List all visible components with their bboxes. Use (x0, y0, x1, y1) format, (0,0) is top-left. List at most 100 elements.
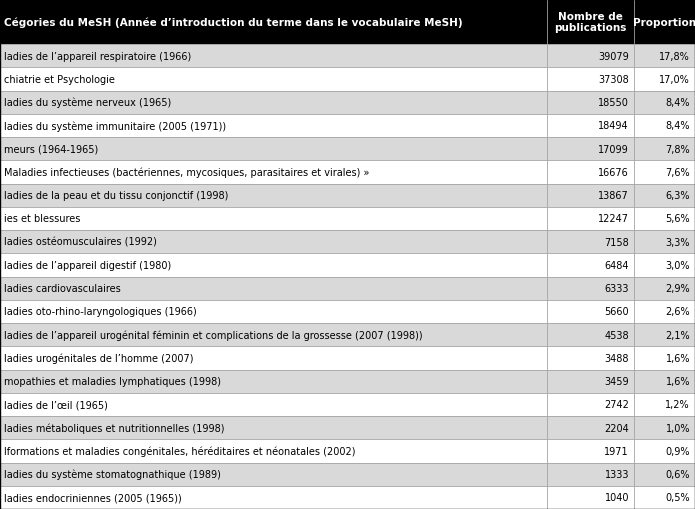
Text: ies et blessures: ies et blessures (4, 214, 81, 224)
Text: ladies de l’œil (1965): ladies de l’œil (1965) (4, 400, 108, 410)
Bar (634, 463, 695, 486)
Bar (547, 370, 634, 393)
Text: 1333: 1333 (605, 469, 629, 479)
Bar (634, 254, 695, 277)
Text: ladies cardiovasculaires: ladies cardiovasculaires (4, 284, 121, 294)
Bar (547, 254, 634, 277)
Bar (634, 138, 695, 161)
Bar (634, 323, 695, 347)
Text: lformations et maladies congénitales, héréditaires et néonatales (2002): lformations et maladies congénitales, hé… (4, 446, 356, 456)
Text: ladies de l’appareil respiratoire (1966): ladies de l’appareil respiratoire (1966) (4, 51, 191, 62)
Bar (547, 91, 634, 115)
Bar (634, 416, 695, 439)
Text: 17099: 17099 (598, 145, 629, 154)
Text: 3488: 3488 (605, 353, 629, 363)
Bar (0, 91, 547, 115)
Text: ladies ostéomusculaires (1992): ladies ostéomusculaires (1992) (4, 237, 157, 247)
Text: 0,5%: 0,5% (665, 492, 690, 502)
Text: 6333: 6333 (605, 284, 629, 294)
Text: 1,6%: 1,6% (666, 353, 690, 363)
Text: 2,9%: 2,9% (665, 284, 690, 294)
Bar (0, 439, 547, 463)
Text: Maladies infectieuses (bactériennes, mycosiques, parasitaires et virales) »: Maladies infectieuses (bactériennes, myc… (4, 167, 369, 178)
Text: 0,9%: 0,9% (666, 446, 690, 456)
Text: 2742: 2742 (604, 400, 629, 410)
Text: 18550: 18550 (598, 98, 629, 108)
Text: 17,8%: 17,8% (660, 51, 690, 62)
Bar (634, 68, 695, 91)
Bar (634, 0, 695, 45)
Text: 6,3%: 6,3% (666, 191, 690, 201)
Text: Cégories du MeSH (Année d’introduction du terme dans le vocabulaire MeSH): Cégories du MeSH (Année d’introduction d… (4, 17, 463, 27)
Bar (0, 323, 547, 347)
Text: 6484: 6484 (605, 261, 629, 270)
Bar (547, 161, 634, 184)
Bar (547, 45, 634, 68)
Bar (0, 161, 547, 184)
Text: 1,2%: 1,2% (665, 400, 690, 410)
Bar (0, 138, 547, 161)
Bar (634, 231, 695, 254)
Text: ladies endocriniennes (2005 (1965)): ladies endocriniennes (2005 (1965)) (4, 492, 182, 502)
Bar (547, 347, 634, 370)
Text: ladies métaboliques et nutritionnelles (1998): ladies métaboliques et nutritionnelles (… (4, 422, 224, 433)
Bar (547, 207, 634, 231)
Bar (547, 138, 634, 161)
Bar (547, 416, 634, 439)
Text: 1,6%: 1,6% (666, 376, 690, 386)
Text: 5660: 5660 (605, 307, 629, 317)
Bar (0, 0, 547, 45)
Text: 3,3%: 3,3% (666, 237, 690, 247)
Text: ladies du système stomatognathique (1989): ladies du système stomatognathique (1989… (4, 469, 221, 479)
Text: 7158: 7158 (604, 237, 629, 247)
Bar (0, 416, 547, 439)
Text: ladies oto-rhino-laryngologiques (1966): ladies oto-rhino-laryngologiques (1966) (4, 307, 197, 317)
Text: 3,0%: 3,0% (666, 261, 690, 270)
Text: 4538: 4538 (605, 330, 629, 340)
Bar (0, 231, 547, 254)
Text: 37308: 37308 (598, 75, 629, 84)
Text: ladies du système nerveux (1965): ladies du système nerveux (1965) (4, 98, 171, 108)
Bar (547, 439, 634, 463)
Bar (547, 486, 634, 509)
Text: 7,6%: 7,6% (665, 167, 690, 178)
Bar (0, 393, 547, 416)
Bar (634, 347, 695, 370)
Bar (634, 184, 695, 207)
Text: ladies de la peau et du tissu conjonctif (1998): ladies de la peau et du tissu conjonctif… (4, 191, 229, 201)
Bar (634, 161, 695, 184)
Bar (0, 207, 547, 231)
Text: 2,1%: 2,1% (665, 330, 690, 340)
Bar (0, 115, 547, 138)
Bar (634, 115, 695, 138)
Bar (0, 486, 547, 509)
Bar (547, 68, 634, 91)
Bar (634, 45, 695, 68)
Bar (634, 393, 695, 416)
Bar (634, 91, 695, 115)
Text: 2,6%: 2,6% (665, 307, 690, 317)
Bar (547, 323, 634, 347)
Bar (634, 300, 695, 323)
Bar (0, 68, 547, 91)
Text: ladies de l’appareil urogénital féminin et complications de la grossesse (2007 (: ladies de l’appareil urogénital féminin … (4, 330, 423, 340)
Text: 39079: 39079 (598, 51, 629, 62)
Bar (0, 45, 547, 68)
Text: 1040: 1040 (605, 492, 629, 502)
Text: 13867: 13867 (598, 191, 629, 201)
Text: meurs (1964-1965): meurs (1964-1965) (4, 145, 98, 154)
Text: Proportion: Proportion (633, 17, 695, 27)
Text: 18494: 18494 (598, 121, 629, 131)
Bar (547, 231, 634, 254)
Text: ladies de l’appareil digestif (1980): ladies de l’appareil digestif (1980) (4, 261, 171, 270)
Bar (0, 463, 547, 486)
Bar (634, 439, 695, 463)
Text: 8,4%: 8,4% (666, 98, 690, 108)
Text: 3459: 3459 (605, 376, 629, 386)
Text: Nombre de
publications: Nombre de publications (555, 12, 627, 33)
Text: 16676: 16676 (598, 167, 629, 178)
Text: 0,6%: 0,6% (666, 469, 690, 479)
Bar (0, 254, 547, 277)
Text: 2204: 2204 (604, 423, 629, 433)
Bar (634, 486, 695, 509)
